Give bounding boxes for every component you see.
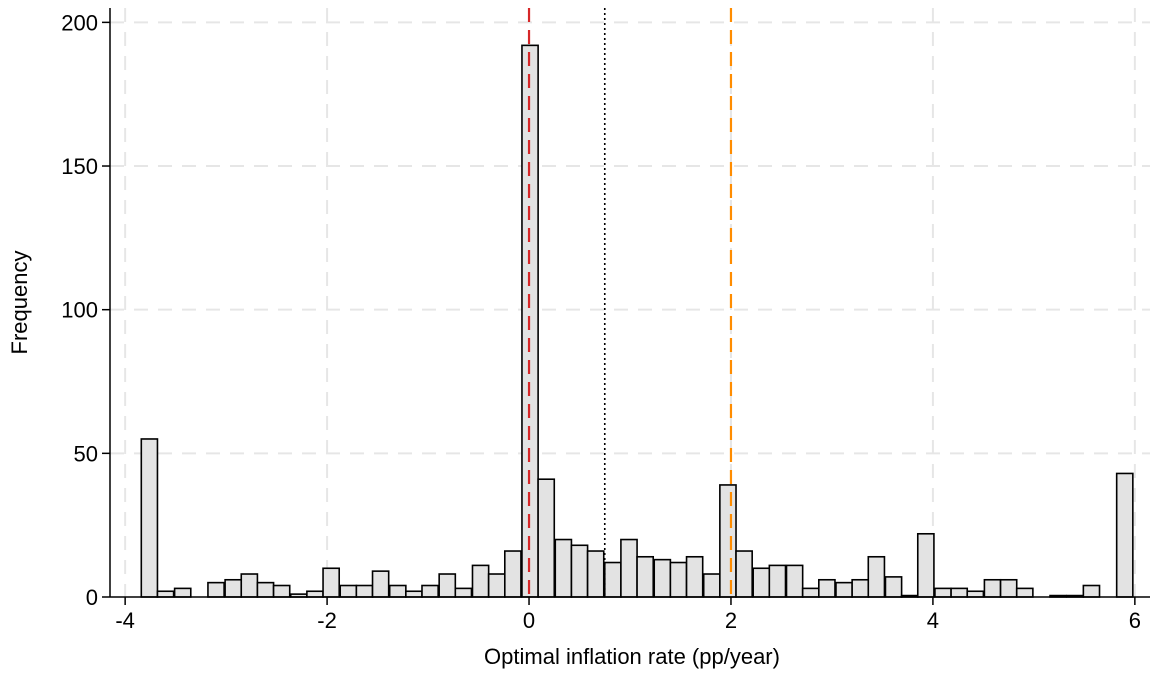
histogram-bar (421, 584, 439, 598)
x-axis-ticks: -4 -2 0 2 4 6 (115, 597, 1141, 633)
histogram-bar (702, 573, 721, 598)
histogram-bar (801, 587, 820, 598)
histogram-bar (966, 590, 985, 598)
histogram-bar (371, 570, 390, 598)
y-tick-label: 150 (61, 154, 98, 179)
histogram-bar (405, 590, 423, 598)
x-axis-title: Optimal inflation rate (pp/year) (484, 644, 780, 669)
histogram-bar (1082, 584, 1101, 598)
histogram-bar (487, 573, 506, 598)
histogram-bar (983, 578, 1002, 598)
histogram-bar (835, 581, 853, 598)
reference-lines (527, 8, 733, 597)
x-tick-label: 2 (725, 608, 737, 633)
y-axis-ticks: 0 50 100 150 200 (61, 10, 110, 610)
histogram-bar (388, 584, 407, 598)
histogram-bar (685, 555, 704, 598)
histogram-bar (586, 550, 605, 598)
histogram-bar (454, 587, 473, 598)
y-axis-title: Frequency (7, 251, 32, 355)
x-tick-label: -2 (317, 608, 337, 633)
x-tick-label: -4 (115, 608, 135, 633)
y-tick-label: 200 (61, 10, 98, 35)
histogram-bar (156, 590, 175, 598)
histogram-bar (537, 478, 556, 598)
histogram-bar (768, 564, 787, 598)
histogram-bar (999, 578, 1018, 598)
histogram-bar (355, 584, 374, 598)
histogram-bar (272, 584, 291, 598)
histogram-bar (207, 581, 225, 598)
histogram-bar (653, 558, 672, 598)
histogram-bar (818, 578, 836, 598)
histogram-bar (471, 564, 490, 598)
histogram-bar (503, 550, 522, 598)
histogram-bar (669, 561, 688, 598)
histogram-bar (322, 567, 341, 598)
histogram-bar (306, 590, 324, 598)
histogram-bar (256, 581, 275, 598)
histogram-bar (240, 573, 259, 598)
axes (109, 8, 1150, 598)
histogram-bar (884, 576, 903, 598)
histogram-bar (570, 544, 589, 598)
histogram-bar (554, 538, 573, 598)
histogram-bar (785, 564, 804, 598)
histogram-bar (1015, 587, 1034, 598)
histogram-bar (140, 438, 159, 598)
histogram-bar (1115, 472, 1134, 598)
y-tick-label: 100 (61, 298, 98, 323)
histogram-bar (636, 555, 655, 598)
histogram-bar (224, 578, 243, 598)
histogram-bar (603, 561, 622, 598)
histogram-bar (752, 567, 771, 598)
histogram-bar (620, 538, 638, 598)
grid-lines (110, 8, 1150, 597)
x-tick-label: 4 (927, 608, 939, 633)
y-tick-label: 50 (74, 441, 98, 466)
histogram-bar (719, 484, 737, 598)
x-tick-label: 0 (523, 608, 535, 633)
histogram-bar (339, 584, 358, 598)
bars (140, 44, 1134, 598)
histogram-bar (438, 573, 457, 598)
histogram-bar (950, 587, 969, 598)
x-tick-label: 6 (1129, 608, 1141, 633)
histogram-bar (735, 550, 753, 598)
y-tick-label: 0 (86, 585, 98, 610)
histogram-bar (851, 578, 870, 598)
histogram-bar (867, 555, 886, 598)
histogram-bar (916, 532, 935, 598)
histogram-bar (173, 587, 192, 598)
histogram-bar (934, 587, 952, 598)
